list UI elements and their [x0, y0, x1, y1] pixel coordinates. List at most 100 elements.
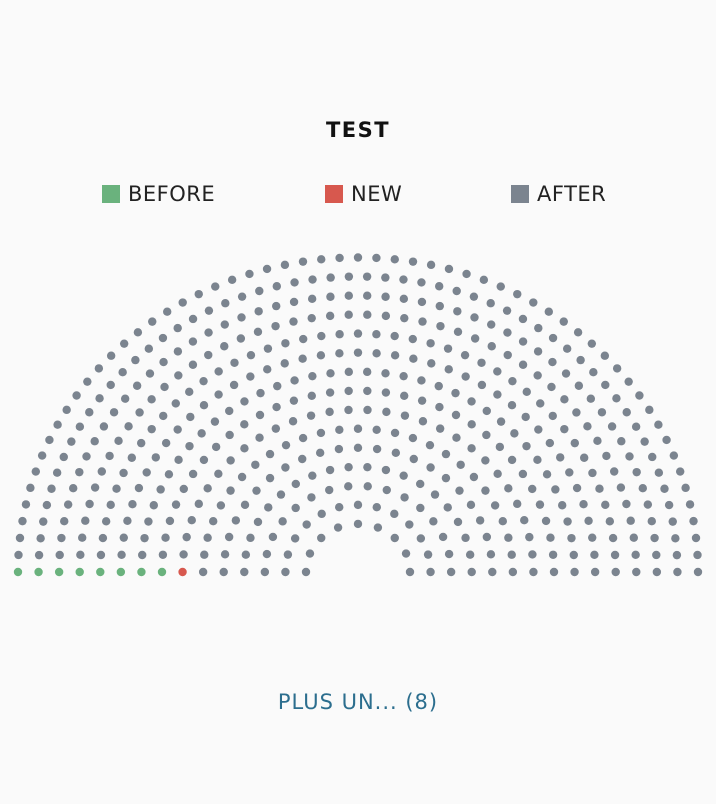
seat-after [586, 394, 596, 403]
seat-after [452, 433, 461, 442]
seat-after [163, 307, 172, 316]
seat-after [178, 298, 187, 307]
seat-after [174, 371, 183, 380]
seat-after [200, 550, 209, 559]
seat-after [372, 349, 381, 358]
seat-after [390, 331, 399, 341]
seat-after [453, 517, 463, 527]
seat-after [401, 549, 411, 558]
seat-after [400, 313, 409, 323]
seat-after [76, 550, 85, 560]
seat-after [204, 306, 214, 315]
seat-after [409, 454, 418, 464]
seat-before [54, 567, 64, 577]
seat-after [186, 412, 195, 422]
seat-after [456, 460, 465, 469]
seat-after [671, 534, 680, 543]
seat-after [344, 310, 353, 319]
seat-after [118, 368, 127, 377]
seat-after [198, 567, 208, 577]
seat-after [316, 428, 326, 438]
seat-after [533, 371, 542, 380]
seat-after [144, 344, 154, 353]
seat-after [479, 275, 489, 285]
seat-after [381, 388, 391, 397]
seat-after [194, 499, 203, 509]
seat-after [681, 483, 690, 493]
seat-after [423, 550, 433, 559]
seat-after [272, 301, 281, 311]
seat-after [546, 533, 555, 542]
seat-after [390, 351, 400, 360]
seat-after [14, 550, 23, 560]
seat-after [290, 534, 300, 543]
seat-after [316, 351, 326, 360]
seat-before [137, 567, 146, 577]
seat-after [533, 347, 543, 356]
seat-after [477, 380, 487, 390]
seat-after [612, 394, 621, 403]
seat-after [426, 260, 436, 270]
seat-after [610, 550, 620, 560]
seat-after [335, 253, 344, 263]
seat-after [307, 391, 316, 401]
plus-un-link[interactable]: PLUS UN... (8) [277, 690, 439, 714]
seat-after [45, 435, 54, 445]
seat-after [444, 549, 454, 559]
seat-after [174, 455, 183, 465]
seat-after [416, 534, 426, 543]
seat-after [584, 516, 593, 525]
seat-after [560, 395, 569, 404]
seat-after [82, 452, 91, 461]
seat-after [602, 451, 611, 461]
seat-after [453, 327, 463, 336]
seat-after [353, 443, 363, 452]
seat-before [116, 567, 126, 577]
seat-after [363, 405, 372, 415]
seat-after [487, 320, 496, 329]
seat-after [246, 372, 255, 381]
seat-after [241, 550, 251, 559]
seat-after [503, 328, 512, 337]
seat-after [477, 358, 486, 367]
seat-after [556, 453, 565, 462]
seat-after [308, 471, 317, 480]
seat-after [52, 468, 62, 477]
seat-after [240, 397, 249, 406]
seat-after [281, 567, 290, 577]
seat-after [255, 286, 264, 296]
seat-after [127, 453, 137, 462]
seat-after [600, 351, 610, 360]
seat-after [90, 483, 100, 492]
seat-after [569, 550, 578, 560]
seat-before [34, 567, 43, 577]
seat-after [645, 405, 654, 415]
seat-after [98, 533, 108, 543]
seat-after [288, 417, 298, 426]
seat-after [133, 328, 143, 337]
legend-label-after: AFTER [537, 182, 607, 206]
seat-after [510, 429, 519, 438]
seat-after [128, 500, 137, 509]
seat-after [451, 410, 461, 420]
seat-after [271, 424, 281, 433]
seat-after [507, 550, 516, 559]
seat-before [96, 567, 105, 577]
seat-after [326, 292, 335, 301]
seat-after [255, 410, 265, 420]
seat-after [542, 470, 552, 479]
seat-after [158, 550, 168, 559]
seat-after [417, 376, 426, 385]
seat-after [281, 440, 291, 450]
seat-after [601, 500, 610, 510]
seat-after [654, 420, 663, 429]
seat-after [426, 339, 435, 348]
seat-after [534, 323, 543, 333]
seat-after [220, 342, 229, 351]
seat-after [648, 452, 657, 462]
seat-after [672, 550, 682, 560]
seat-after [299, 334, 308, 344]
seat-after [561, 369, 571, 378]
chart-title: TEST [325, 118, 391, 142]
seat-after [529, 298, 538, 307]
